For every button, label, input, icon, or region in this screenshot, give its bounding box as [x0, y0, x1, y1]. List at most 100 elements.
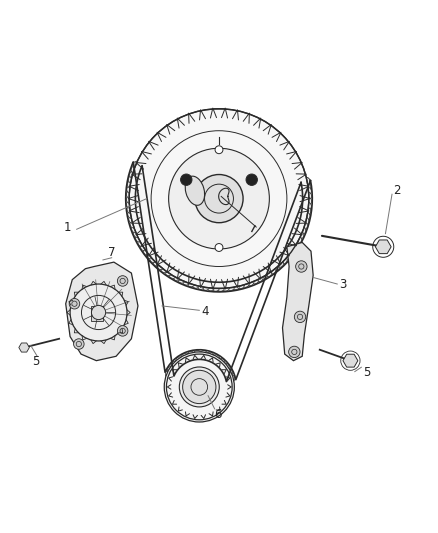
Circle shape	[138, 238, 146, 246]
Circle shape	[206, 282, 215, 291]
Polygon shape	[66, 262, 138, 361]
Text: 7: 7	[108, 246, 116, 259]
Circle shape	[153, 258, 162, 266]
Circle shape	[128, 210, 136, 219]
Circle shape	[221, 363, 229, 372]
Circle shape	[161, 264, 169, 273]
Circle shape	[127, 190, 135, 199]
Circle shape	[178, 274, 186, 283]
Ellipse shape	[185, 176, 205, 205]
Circle shape	[182, 277, 191, 285]
Circle shape	[164, 352, 234, 422]
Circle shape	[179, 367, 219, 407]
Circle shape	[226, 282, 235, 290]
Circle shape	[303, 202, 311, 211]
Circle shape	[165, 370, 173, 378]
Circle shape	[165, 268, 173, 276]
Circle shape	[183, 370, 216, 403]
Circle shape	[180, 174, 192, 185]
Circle shape	[282, 252, 290, 260]
Circle shape	[215, 146, 223, 154]
Circle shape	[303, 192, 311, 200]
Circle shape	[272, 262, 280, 271]
Circle shape	[293, 236, 302, 244]
Circle shape	[246, 277, 254, 286]
Circle shape	[226, 374, 235, 383]
Circle shape	[216, 283, 225, 291]
Circle shape	[187, 351, 195, 360]
Circle shape	[212, 283, 220, 291]
Circle shape	[173, 272, 181, 281]
Circle shape	[296, 261, 307, 272]
Circle shape	[294, 311, 306, 322]
Circle shape	[264, 268, 272, 277]
Circle shape	[131, 166, 139, 174]
Circle shape	[297, 227, 306, 235]
Circle shape	[117, 326, 128, 336]
Circle shape	[215, 244, 223, 252]
Circle shape	[171, 361, 179, 369]
Circle shape	[279, 256, 287, 264]
Circle shape	[136, 234, 144, 242]
Circle shape	[150, 254, 158, 263]
Circle shape	[187, 278, 195, 287]
Circle shape	[134, 229, 142, 238]
Circle shape	[259, 271, 268, 279]
Polygon shape	[375, 240, 391, 254]
Circle shape	[302, 212, 310, 220]
Circle shape	[303, 197, 311, 205]
Circle shape	[291, 240, 299, 248]
Text: 5: 5	[364, 366, 371, 379]
Circle shape	[129, 109, 309, 288]
Circle shape	[193, 350, 201, 359]
Circle shape	[157, 261, 165, 270]
Circle shape	[70, 284, 127, 341]
Circle shape	[216, 359, 225, 367]
Circle shape	[197, 281, 205, 289]
Circle shape	[195, 174, 243, 223]
Circle shape	[130, 220, 138, 228]
Circle shape	[275, 259, 283, 268]
Circle shape	[288, 244, 297, 252]
Circle shape	[302, 177, 310, 185]
Circle shape	[181, 353, 189, 362]
Text: 5: 5	[32, 355, 39, 368]
Circle shape	[251, 276, 259, 284]
Circle shape	[146, 251, 155, 259]
Circle shape	[176, 357, 184, 365]
Circle shape	[200, 351, 208, 359]
Text: 2: 2	[392, 184, 400, 197]
Circle shape	[246, 174, 258, 185]
FancyBboxPatch shape	[91, 306, 103, 321]
Circle shape	[132, 224, 140, 233]
Circle shape	[69, 298, 80, 309]
Circle shape	[127, 200, 135, 208]
Circle shape	[74, 339, 84, 349]
Circle shape	[128, 175, 137, 184]
Circle shape	[302, 207, 311, 215]
Circle shape	[241, 279, 249, 287]
Circle shape	[141, 243, 149, 251]
Circle shape	[130, 171, 138, 179]
Text: 4: 4	[201, 305, 209, 318]
Polygon shape	[283, 243, 313, 361]
Circle shape	[303, 187, 311, 196]
Circle shape	[117, 276, 128, 286]
Circle shape	[169, 148, 269, 249]
Circle shape	[127, 185, 135, 193]
Circle shape	[201, 282, 210, 290]
Polygon shape	[19, 343, 29, 352]
Circle shape	[92, 305, 106, 320]
Circle shape	[129, 215, 137, 223]
Circle shape	[127, 180, 136, 189]
Circle shape	[167, 366, 176, 375]
Circle shape	[192, 280, 200, 288]
Circle shape	[127, 195, 135, 204]
Circle shape	[133, 161, 141, 169]
Circle shape	[212, 355, 220, 363]
Circle shape	[143, 247, 152, 255]
Circle shape	[222, 282, 230, 291]
Circle shape	[268, 265, 276, 274]
Circle shape	[303, 182, 311, 190]
Circle shape	[296, 231, 304, 239]
